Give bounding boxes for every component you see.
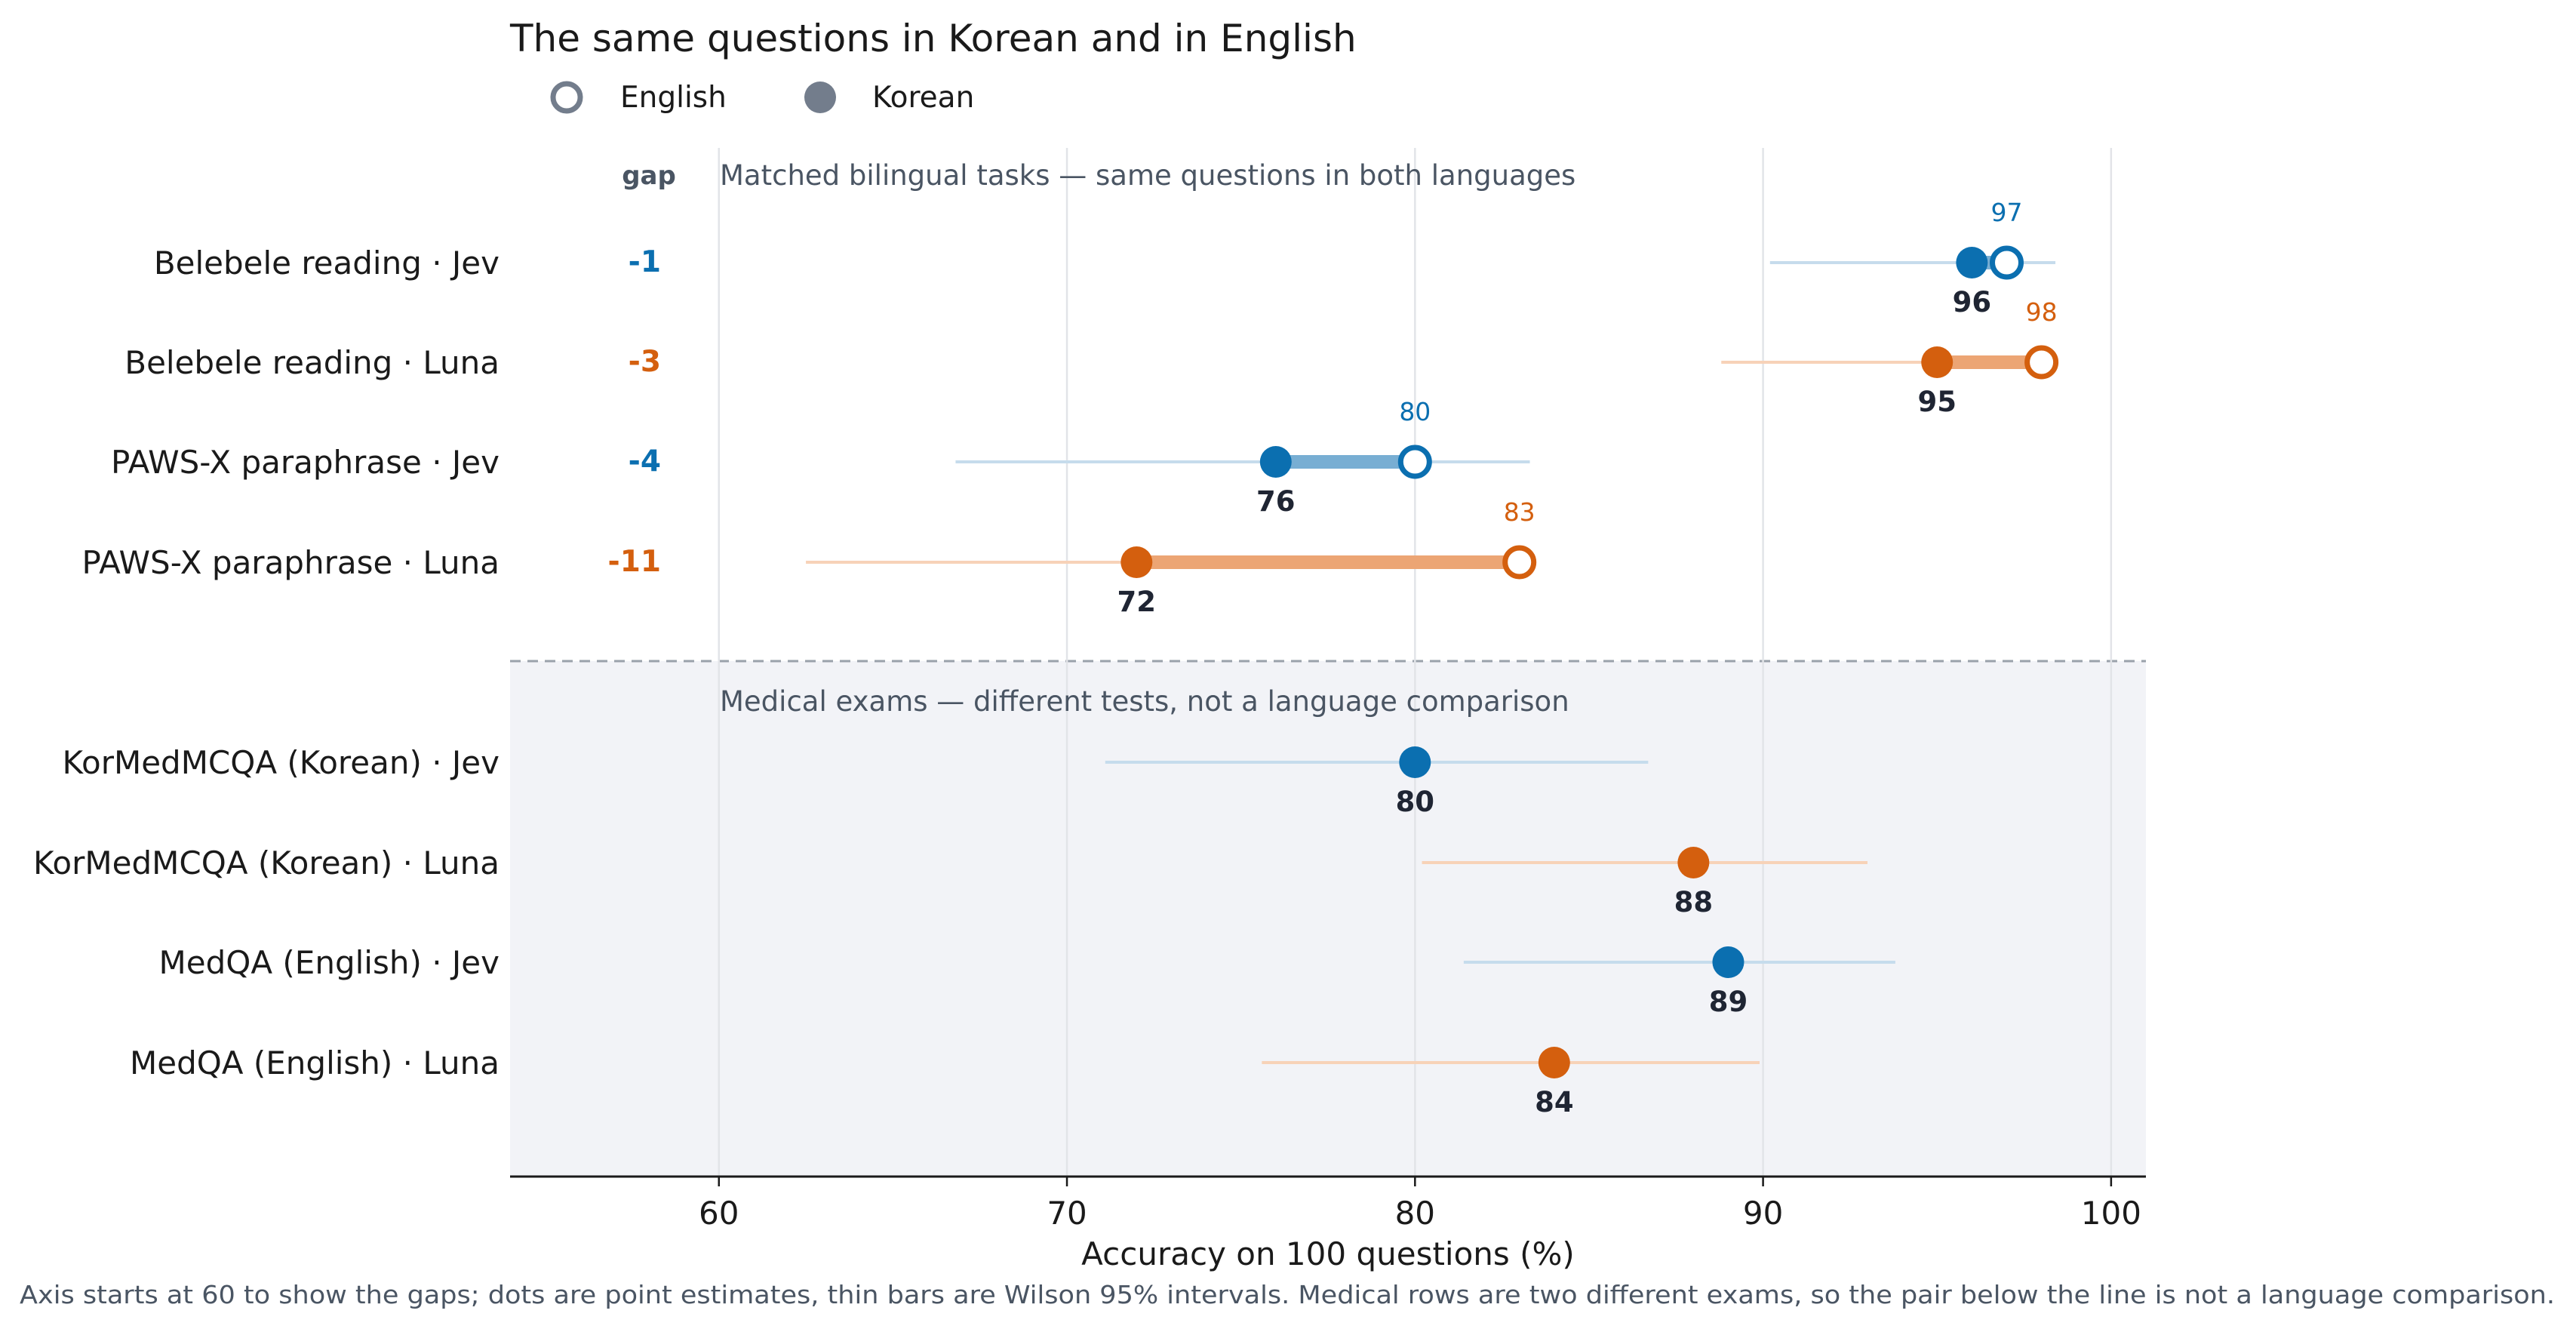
korean-dot <box>1259 446 1292 478</box>
chart-title: The same questions in Korean and in Engl… <box>509 17 1357 60</box>
korean-value-label: 89 <box>1709 986 1748 1018</box>
row-7: MedQA (English) · Luna 84 <box>130 1044 1760 1118</box>
english-value-label: 83 <box>1504 497 1535 527</box>
gap-value: -1 <box>629 245 661 279</box>
row-label: MedQA (English) · Luna <box>130 1044 500 1081</box>
row-label: PAWS-X paraphrase · Luna <box>81 544 500 581</box>
korean-value-label: 88 <box>1674 886 1714 918</box>
korean-dot <box>1712 946 1744 978</box>
row-2: PAWS-X paraphrase · Jev 80 -4 76 <box>111 397 1530 518</box>
gap-value: -3 <box>629 345 661 379</box>
legend-korean-marker <box>804 82 836 113</box>
english-dot <box>1989 245 2024 280</box>
row-label: PAWS-X paraphrase · Jev <box>111 444 500 481</box>
row-4: KorMedMCQA (Korean) · Jev 80 <box>63 744 1649 818</box>
row-1: Belebele reading · Luna 98 -3 95 <box>124 297 2059 418</box>
x-tick-label-100: 100 <box>2081 1195 2141 1232</box>
korean-value-label: 84 <box>1535 1086 1574 1118</box>
gap-column-header: gap <box>622 161 676 191</box>
row-label: Belebele reading · Jev <box>154 245 500 281</box>
legend-english-marker <box>550 81 583 114</box>
english-dot <box>1397 445 1432 479</box>
english-dot <box>2024 345 2059 380</box>
gap-value: -4 <box>629 445 661 478</box>
section-matched-label: Matched bilingual tasks — same questions… <box>720 159 1575 192</box>
korean-value-label: 95 <box>1917 386 1957 418</box>
row-0: Belebele reading · Jev 97 -1 96 <box>154 198 2056 318</box>
legend-english-label: English <box>620 81 727 115</box>
korean-dot <box>1538 1047 1570 1078</box>
row-label: MedQA (English) · Jev <box>159 944 500 981</box>
x-tick-label-90: 90 <box>1743 1195 1783 1232</box>
row-label: KorMedMCQA (Korean) · Jev <box>63 744 500 781</box>
x-axis-title: Accuracy on 100 questions (%) <box>1081 1235 1575 1272</box>
english-value-label: 97 <box>1990 198 2022 227</box>
row-3: PAWS-X paraphrase · Luna 83 -11 72 <box>81 497 1537 618</box>
english-dot <box>1502 545 1537 580</box>
korean-dot <box>1921 346 1954 378</box>
korean-dot <box>1677 847 1710 878</box>
korean-value-label: 72 <box>1117 586 1157 618</box>
row-6: MedQA (English) · Jev 89 <box>159 944 1895 1018</box>
x-tick-label-60: 60 <box>699 1195 739 1232</box>
english-value-label: 80 <box>1399 397 1431 426</box>
english-value-label: 98 <box>2026 297 2058 327</box>
legend: English Korean <box>550 81 974 115</box>
legend-korean-label: Korean <box>872 81 974 115</box>
korean-dot <box>1120 546 1153 578</box>
row-5: KorMedMCQA (Korean) · Luna 88 <box>33 844 1867 918</box>
korean-value-label: 96 <box>1953 286 1992 318</box>
row-label: KorMedMCQA (Korean) · Luna <box>33 844 500 881</box>
x-tick-label-70: 70 <box>1047 1195 1087 1232</box>
gap-value: -11 <box>608 545 661 579</box>
korean-dot <box>1956 247 1988 278</box>
x-tick-label-80: 80 <box>1395 1195 1435 1232</box>
footnote: Axis starts at 60 to show the gaps; dots… <box>20 1280 2555 1309</box>
medical-section-shading <box>510 661 2146 1177</box>
korean-value-label: 80 <box>1396 786 1435 818</box>
korean-dot <box>1399 746 1431 778</box>
row-label: Belebele reading · Luna <box>124 344 500 381</box>
section-medical-label: Medical exams — different tests, not a l… <box>720 685 1569 718</box>
korean-value-label: 76 <box>1256 485 1296 518</box>
